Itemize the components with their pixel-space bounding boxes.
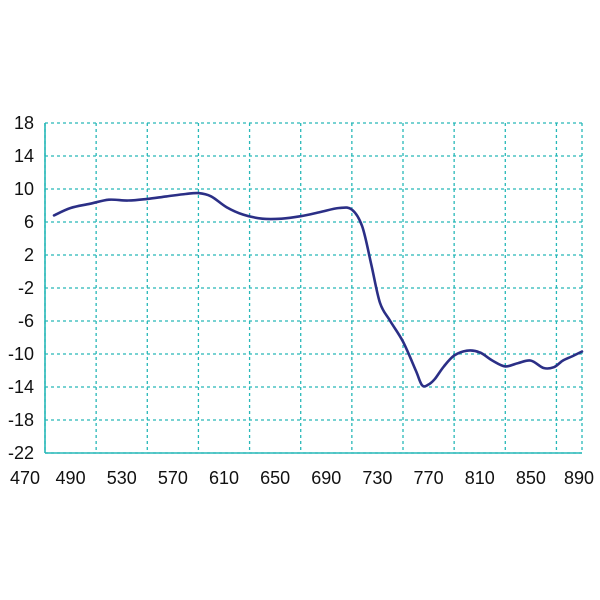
y-tick-label: -6 <box>18 311 34 331</box>
x-tick-label: 810 <box>465 468 495 488</box>
y-tick-label: 14 <box>14 146 34 166</box>
x-tick-label: 470 <box>10 468 40 488</box>
x-axis-labels: 470 490 530 570 610 650 690 730 770 810 850 890 <box>10 468 594 488</box>
y-tick-label: -14 <box>8 377 34 397</box>
y-tick-label: -10 <box>8 344 34 364</box>
y-tick-label: 10 <box>14 179 34 199</box>
x-tick-label: 730 <box>362 468 392 488</box>
x-tick-label: 770 <box>414 468 444 488</box>
x-tick-label: 570 <box>158 468 188 488</box>
x-tick-label: 850 <box>516 468 546 488</box>
y-tick-label: -2 <box>18 278 34 298</box>
y-tick-label: -22 <box>8 443 34 463</box>
series-layer <box>52 191 584 388</box>
x-tick-label: 530 <box>107 468 137 488</box>
x-tick-label: 490 <box>56 468 86 488</box>
y-tick-label: 2 <box>24 245 34 265</box>
grid <box>44 122 583 454</box>
y-tick-label: -18 <box>8 410 34 430</box>
y-tick-label: 6 <box>24 212 34 232</box>
series-line <box>52 191 584 388</box>
x-tick-label: 650 <box>260 468 290 488</box>
y-tick-label: 18 <box>14 113 34 133</box>
y-axis-labels: 18 14 10 6 2 -2 -6 -10 -14 -18 -22 <box>8 113 34 463</box>
x-tick-label: 890 <box>564 468 594 488</box>
x-tick-label: 610 <box>209 468 239 488</box>
x-tick-label: 690 <box>311 468 341 488</box>
